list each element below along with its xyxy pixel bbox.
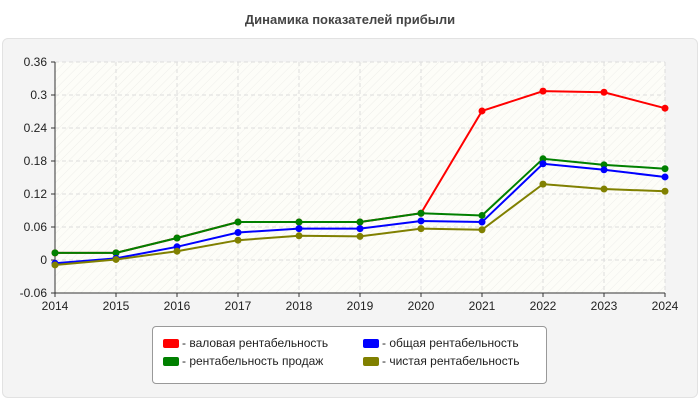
y-tick-label: -0.06 <box>20 286 48 300</box>
legend-swatch <box>163 338 179 348</box>
data-point <box>112 255 120 263</box>
data-point <box>478 218 486 226</box>
data-point <box>295 218 303 226</box>
data-point <box>234 218 242 226</box>
data-point <box>417 217 425 225</box>
legend-item-total: - общая рентабельность <box>363 336 519 350</box>
data-point <box>295 232 303 240</box>
y-tick-label: 0.12 <box>24 187 48 201</box>
data-point <box>51 249 59 257</box>
data-point <box>539 155 547 163</box>
x-tick-label: 2014 <box>42 299 69 313</box>
data-point <box>661 165 669 173</box>
legend-swatch <box>363 338 379 348</box>
data-point <box>478 226 486 234</box>
y-tick-label: 0.24 <box>24 121 48 135</box>
data-point <box>112 249 120 257</box>
y-tick-label: 0.36 <box>24 55 48 69</box>
x-tick-label: 2018 <box>286 299 313 313</box>
x-tick-label: 2022 <box>530 299 557 313</box>
data-point <box>600 166 608 174</box>
x-tick-label: 2021 <box>469 299 496 313</box>
data-point <box>539 160 547 168</box>
data-point <box>173 234 181 242</box>
y-tick-label: 0.3 <box>30 88 47 102</box>
legend-label: - валовая рентабельность <box>182 336 329 350</box>
x-tick-label: 2015 <box>103 299 130 313</box>
legend-swatch <box>163 356 179 366</box>
legend: - валовая рентабельность - общая рентабе… <box>152 326 547 384</box>
x-tick-label: 2020 <box>408 299 435 313</box>
x-tick-label: 2016 <box>164 299 191 313</box>
data-point <box>661 104 669 112</box>
data-point <box>234 229 242 236</box>
x-tick-label: 2023 <box>591 299 618 313</box>
data-point <box>600 88 608 96</box>
data-point <box>661 187 669 195</box>
data-point <box>295 225 303 233</box>
data-point <box>539 180 547 188</box>
data-point <box>600 185 608 193</box>
legend-label: - общая рентабельность <box>382 336 519 350</box>
data-point <box>234 236 242 244</box>
legend-item-gross: - валовая рентабельность <box>163 336 328 350</box>
data-point <box>661 173 669 181</box>
legend-label: - чистая рентабельность <box>382 354 520 368</box>
data-point <box>356 232 364 240</box>
legend-swatch <box>363 356 379 366</box>
data-point <box>539 87 547 95</box>
data-point <box>478 107 486 115</box>
data-point <box>356 218 364 226</box>
data-point <box>51 261 59 269</box>
y-tick-label: 0.18 <box>24 154 48 168</box>
data-point <box>478 211 486 219</box>
legend-item-sales: - рентабельность продаж <box>163 354 323 368</box>
x-tick-label: 2017 <box>225 299 252 313</box>
data-point <box>356 225 364 233</box>
data-point <box>173 247 181 255</box>
chart-title: Динамика показателей прибыли <box>244 12 456 27</box>
x-tick-label: 2019 <box>347 299 374 313</box>
y-tick-label: 0.06 <box>24 220 48 234</box>
data-point <box>600 161 608 169</box>
x-tick-label: 2024 <box>652 299 679 313</box>
legend-label: - рентабельность продаж <box>182 354 324 368</box>
data-point <box>417 225 425 233</box>
data-point <box>417 209 425 217</box>
legend-item-net: - чистая рентабельность <box>363 354 519 368</box>
y-tick-label: 0 <box>40 253 47 267</box>
